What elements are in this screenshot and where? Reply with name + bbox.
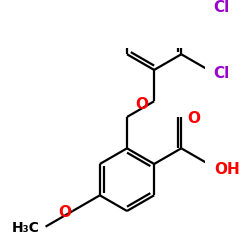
Text: O: O [187, 111, 200, 126]
Text: H₃C: H₃C [12, 221, 39, 235]
Text: O: O [136, 98, 149, 112]
Text: Cl: Cl [213, 66, 230, 80]
Text: O: O [58, 205, 71, 220]
Text: Cl: Cl [213, 0, 230, 15]
Text: OH: OH [214, 162, 240, 177]
